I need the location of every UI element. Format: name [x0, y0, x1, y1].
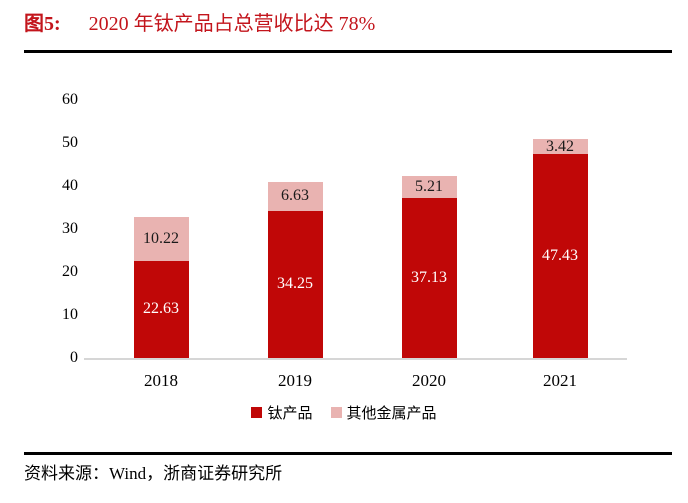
bar-value-label: 22.63: [143, 300, 179, 318]
source-note: 资料来源：Wind，浙商证券研究所: [24, 464, 283, 483]
y-axis-tick-label: 60: [62, 91, 78, 108]
figure-title: 图5: 2020 年钛产品占总营收比达 78%: [24, 9, 375, 39]
bar-segment: 34.25: [267, 210, 323, 358]
x-axis-category-label: 2021: [543, 371, 577, 390]
bar-value-label: 5.21: [415, 178, 443, 196]
y-axis-tick-label: 40: [62, 177, 78, 194]
bar-value-label: 10.22: [143, 229, 179, 247]
bar-value-label: 6.63: [281, 187, 309, 205]
footer-divider: [24, 452, 672, 455]
x-axis-category-label: 2019: [278, 371, 312, 390]
title-divider: [24, 50, 672, 53]
legend-label: 其他金属产品: [346, 406, 437, 422]
bar-segment: 37.13: [401, 198, 457, 358]
y-axis-tick-label: 30: [62, 220, 78, 237]
figure-title-text: 2020 年钛产品占总营收比达 78%: [88, 13, 376, 35]
legend-item: 钛产品: [251, 402, 313, 423]
legend-item: 其他金属产品: [330, 402, 437, 423]
bar-value-label: 34.25: [277, 275, 313, 293]
stacked-bar-chart: 0 10 20 30 40 50 60 22.63 10.22 2018 34.25 6.63 2019…: [62, 91, 627, 390]
bar-segment: 10.22: [133, 216, 189, 261]
y-axis-tick-label: 0: [70, 349, 78, 366]
x-axis-category-label: 2018: [144, 371, 178, 390]
x-axis-category-label: 2020: [412, 371, 446, 390]
bar-value-label: 47.43: [542, 247, 578, 265]
y-axis-tick-label: 10: [62, 306, 78, 323]
bar-value-label: 37.13: [411, 269, 447, 287]
legend-label: 钛产品: [267, 406, 313, 422]
bar-segment: 3.42: [532, 137, 588, 155]
figure-number: 图5:: [24, 13, 61, 35]
bar-value-label: 3.42: [546, 137, 574, 155]
bar-segment: 6.63: [267, 182, 323, 211]
bar-segment: 47.43: [532, 154, 588, 358]
bar-segment: 5.21: [401, 175, 457, 199]
x-axis-line: [84, 358, 627, 360]
y-axis-tick-label: 20: [62, 263, 78, 280]
bar-segment: 22.63: [133, 260, 189, 358]
chart-legend: 钛产品 其他金属产品: [0, 402, 688, 423]
legend-swatch: [251, 407, 263, 418]
y-axis-tick-label: 50: [62, 134, 78, 151]
legend-swatch: [330, 407, 342, 418]
